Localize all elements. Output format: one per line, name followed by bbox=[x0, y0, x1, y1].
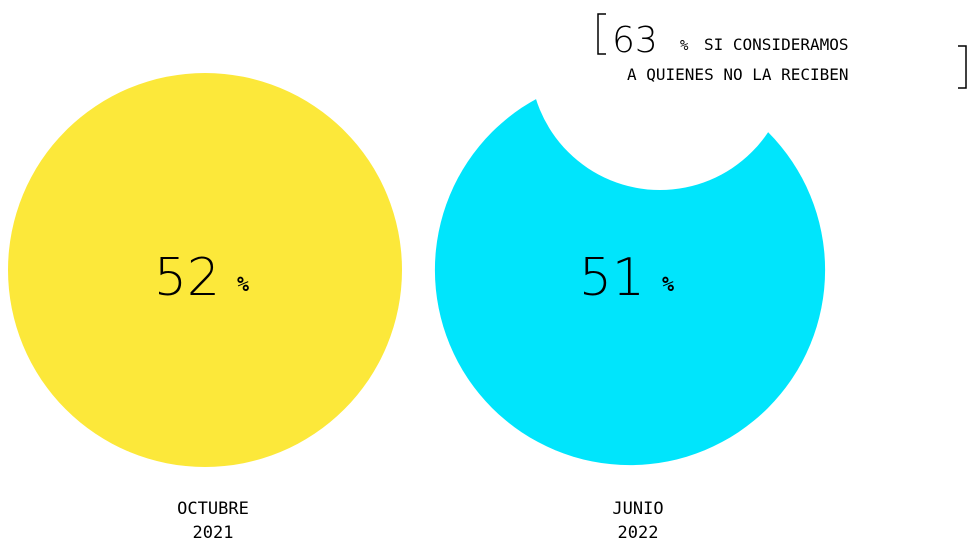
category-label: JUNIO bbox=[612, 499, 663, 519]
value-label: 51 bbox=[579, 248, 645, 308]
circle bbox=[434, 74, 826, 466]
bracket-open bbox=[597, 13, 606, 55]
category-year: 2022 bbox=[618, 523, 659, 543]
annotation-line: A QUIENES NO LA RECIBEN bbox=[627, 65, 849, 84]
value-unit: % bbox=[237, 272, 249, 296]
bracket-close bbox=[958, 45, 967, 89]
value-unit: % bbox=[662, 272, 674, 296]
annotation-line: SI CONSIDERAMOS bbox=[704, 35, 849, 54]
value-label: 52 bbox=[154, 248, 220, 308]
circle bbox=[8, 73, 402, 467]
category-year: 2021 bbox=[193, 523, 234, 543]
category-label: OCTUBRE bbox=[177, 499, 249, 519]
annotation-value: 63 bbox=[612, 20, 658, 61]
annotation-unit: % bbox=[680, 38, 689, 54]
circles bbox=[8, 73, 826, 467]
